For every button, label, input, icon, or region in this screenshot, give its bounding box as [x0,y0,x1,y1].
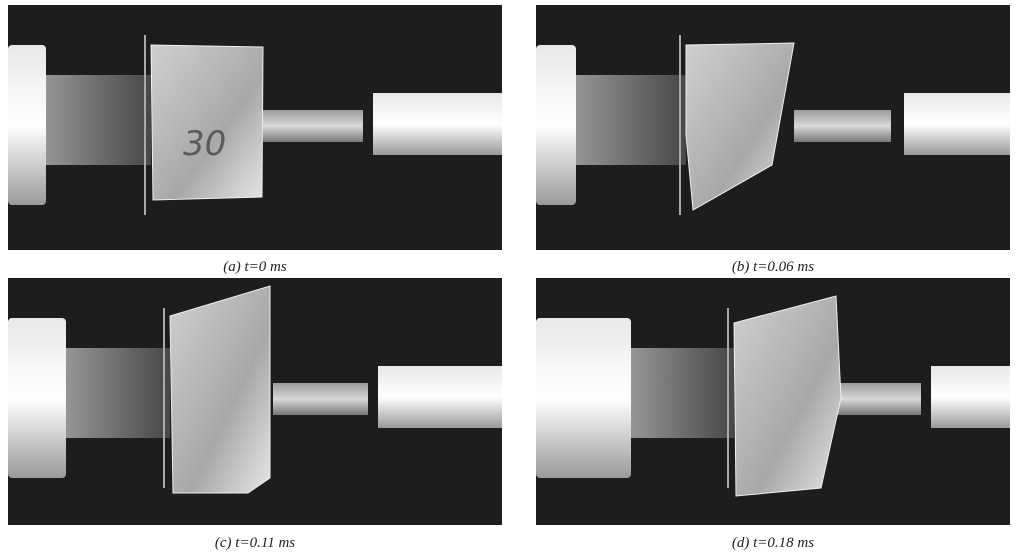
frame: 30 [8,5,502,250]
frame [8,278,502,525]
rod [273,383,368,415]
frame [536,5,1010,250]
specimen [733,295,842,497]
frame [536,278,1010,525]
glow [46,75,151,165]
specimen-marking: 30 [183,124,226,164]
right-cylinder [378,366,502,428]
specimen [150,44,264,201]
right-cylinder [373,93,502,155]
caption: (b) t=0.06 ms [732,259,814,275]
left-fixture [536,45,576,205]
caption: (a) t=0 ms [223,259,287,275]
left-fixture [536,318,631,478]
right-cylinder [931,366,1010,428]
rod [794,110,891,142]
rod [263,110,363,142]
glow [631,348,734,438]
specimen [685,42,795,211]
specimen [169,285,271,494]
rod [836,383,921,415]
glow [66,348,170,438]
left-fixture [8,45,46,205]
glow [576,75,686,165]
right-cylinder [904,93,1010,155]
caption: (c) t=0.11 ms [215,535,295,551]
left-fixture [8,318,66,478]
caption: (d) t=0.18 ms [732,535,814,551]
